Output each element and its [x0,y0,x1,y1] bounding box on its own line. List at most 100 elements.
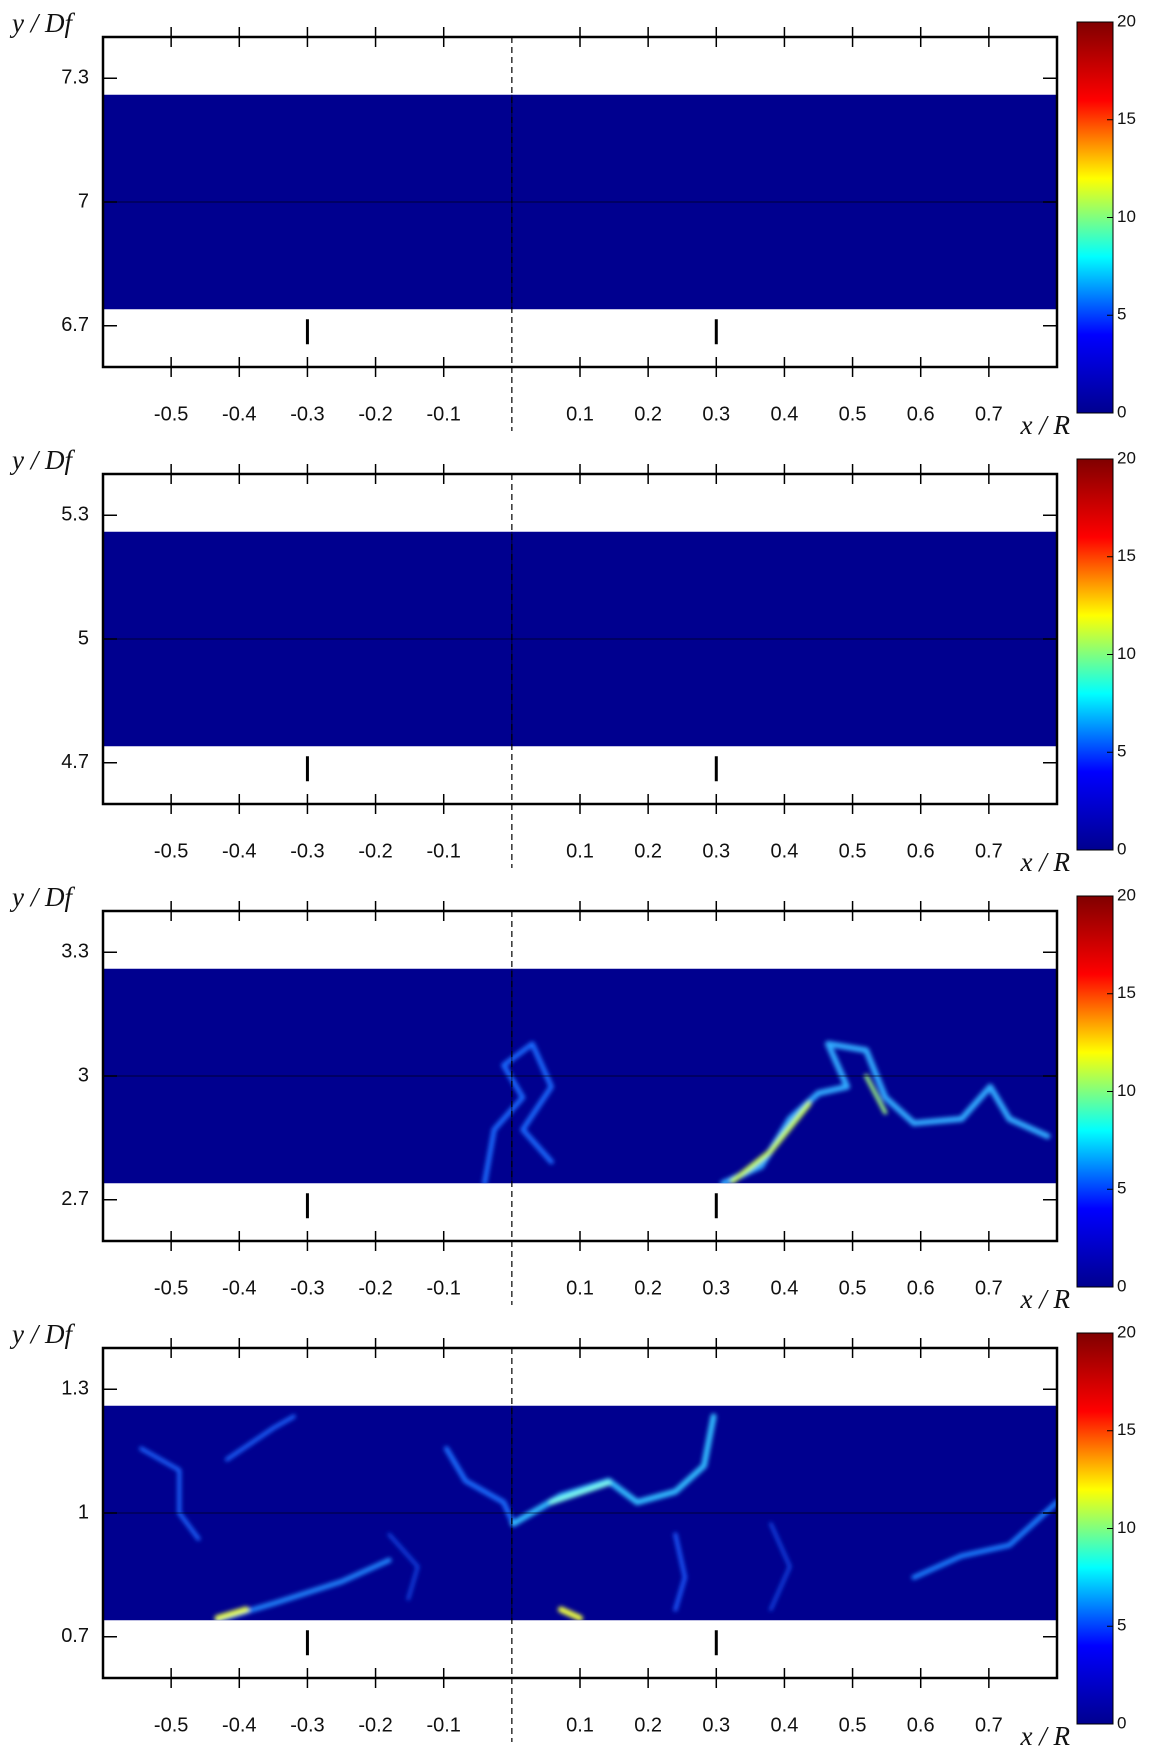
y-tick-label: 4.7 [61,751,89,773]
x-tick-label: 0.2 [634,403,662,425]
colorbar-tick-label: 0 [1117,839,1126,858]
x-axis-title: x / R [1020,1284,1071,1314]
colorbar-tick-label: 5 [1117,305,1126,324]
x-tick-label: 0.7 [975,403,1003,425]
x-tick-label: -0.5 [154,840,188,862]
colorbar-tick-label: 15 [1117,109,1136,128]
colorbar-tick-label: 15 [1117,546,1136,565]
colorbar-tick-label: 10 [1117,207,1136,226]
y-tick-label: 7.3 [61,67,89,89]
y-tick-label: 1 [78,1501,89,1523]
y-axis-title: y / Df [9,1319,75,1349]
colorbar-tick-label: 5 [1117,1616,1126,1635]
x-tick-label: 0.6 [907,840,935,862]
x-tick-label: -0.4 [222,403,256,425]
x-tick-label: 0.2 [634,1714,662,1736]
x-axis-title: x / R [1020,847,1071,877]
panel: -0.5 -0.4 -0.3 -0.2 -0.1 0.1 0.2 0.3 0.4 0.5 0.6 0.… [9,882,1136,1314]
x-tick-label: 0.4 [771,403,799,425]
x-tick-label: 0.2 [634,840,662,862]
y-tick-label: 1.3 [61,1378,89,1400]
x-axis-title: x / R [1020,1721,1071,1748]
colorbar-tick-label: 0 [1117,1713,1126,1732]
x-tick-label: -0.3 [290,403,324,425]
x-tick-label: 0.6 [907,403,935,425]
colorbar-tick-label: 15 [1117,1420,1136,1439]
y-tick-label: 5.3 [61,504,89,526]
x-tick-label: 0.1 [566,1714,594,1736]
x-tick-label: 0.3 [702,840,730,862]
streak [387,1532,420,1601]
streak [510,1413,717,1527]
x-tick-label: 0.7 [975,840,1003,862]
x-tick-label: 0.5 [839,1277,867,1299]
streak [911,1499,1057,1580]
colorbar-tick-label: 10 [1117,644,1136,663]
y-axis-title: y / Df [9,445,75,475]
x-tick-label: -0.5 [154,1714,188,1736]
x-tick-label: -0.4 [222,1277,256,1299]
x-tick-label: -0.4 [222,840,256,862]
colorbar-tick-label: 15 [1117,983,1136,1002]
y-tick-label: 5 [78,627,89,649]
x-tick-label: 0.7 [975,1714,1003,1736]
colorbar-tick-label: 0 [1117,1276,1126,1295]
streak [139,1446,201,1541]
streak [214,1606,250,1621]
x-tick-label: 0.1 [566,1277,594,1299]
x-tick-label: 0.2 [634,1277,662,1299]
x-tick-label: 0.1 [566,403,594,425]
x-tick-label: 0.4 [771,1714,799,1736]
x-tick-label: 0.3 [702,403,730,425]
colorbar-tick-label: 20 [1117,885,1136,904]
x-tick-label: -0.2 [358,403,392,425]
x-tick-label: 0.5 [839,840,867,862]
panel: -0.5 -0.4 -0.3 -0.2 -0.1 0.1 0.2 0.3 0.4 0.5 0.6 0.… [9,1319,1136,1751]
x-tick-label: -0.4 [222,1714,256,1736]
x-tick-label: 0.4 [771,840,799,862]
x-tick-label: -0.3 [290,1714,324,1736]
panel: -0.5 -0.4 -0.3 -0.2 -0.1 0.1 0.2 0.3 0.4 0.5 0.6 0.… [9,445,1136,877]
y-tick-label: 3 [78,1064,89,1086]
streak [730,1101,812,1184]
x-tick-label: -0.1 [426,1277,460,1299]
streak [225,1414,296,1462]
colorbar-tick-label: 20 [1117,448,1136,467]
x-tick-label: -0.1 [426,840,460,862]
y-axis-title: y / Df [9,882,75,912]
x-tick-label: -0.2 [358,1714,392,1736]
y-tick-label: 7 [78,190,89,212]
y-axis-title: y / Df [9,8,75,38]
streak [482,1041,554,1184]
streak [769,1522,792,1612]
y-tick-label: 3.3 [61,941,89,963]
streak [720,1040,1051,1184]
streak [548,1480,612,1505]
streak [557,1606,583,1621]
x-tick-label: 0.6 [907,1277,935,1299]
x-tick-label: 0.4 [771,1277,799,1299]
colorbar-tick-label: 10 [1117,1518,1136,1537]
colorbar-tick-label: 20 [1117,11,1136,30]
colorbar-tick-label: 20 [1117,1322,1136,1341]
colorbar-tick-label: 5 [1117,1179,1126,1198]
x-tick-label: -0.1 [426,1714,460,1736]
x-tick-label: -0.3 [290,840,324,862]
x-tick-label: 0.3 [702,1277,730,1299]
x-tick-label: -0.2 [358,840,392,862]
y-tick-label: 6.7 [61,314,89,336]
colorbar-tick-label: 0 [1117,402,1126,421]
x-axis-title: x / R [1020,410,1071,440]
y-tick-label: 2.7 [61,1188,89,1210]
x-tick-label: -0.1 [426,403,460,425]
y-tick-label: 0.7 [61,1625,89,1647]
streaks [482,1040,1051,1184]
x-tick-label: 0.7 [975,1277,1003,1299]
x-tick-label: -0.5 [154,1277,188,1299]
x-tick-label: -0.2 [358,1277,392,1299]
x-tick-label: -0.3 [290,1277,324,1299]
colorbar-tick-label: 10 [1117,1081,1136,1100]
streak [864,1074,888,1115]
